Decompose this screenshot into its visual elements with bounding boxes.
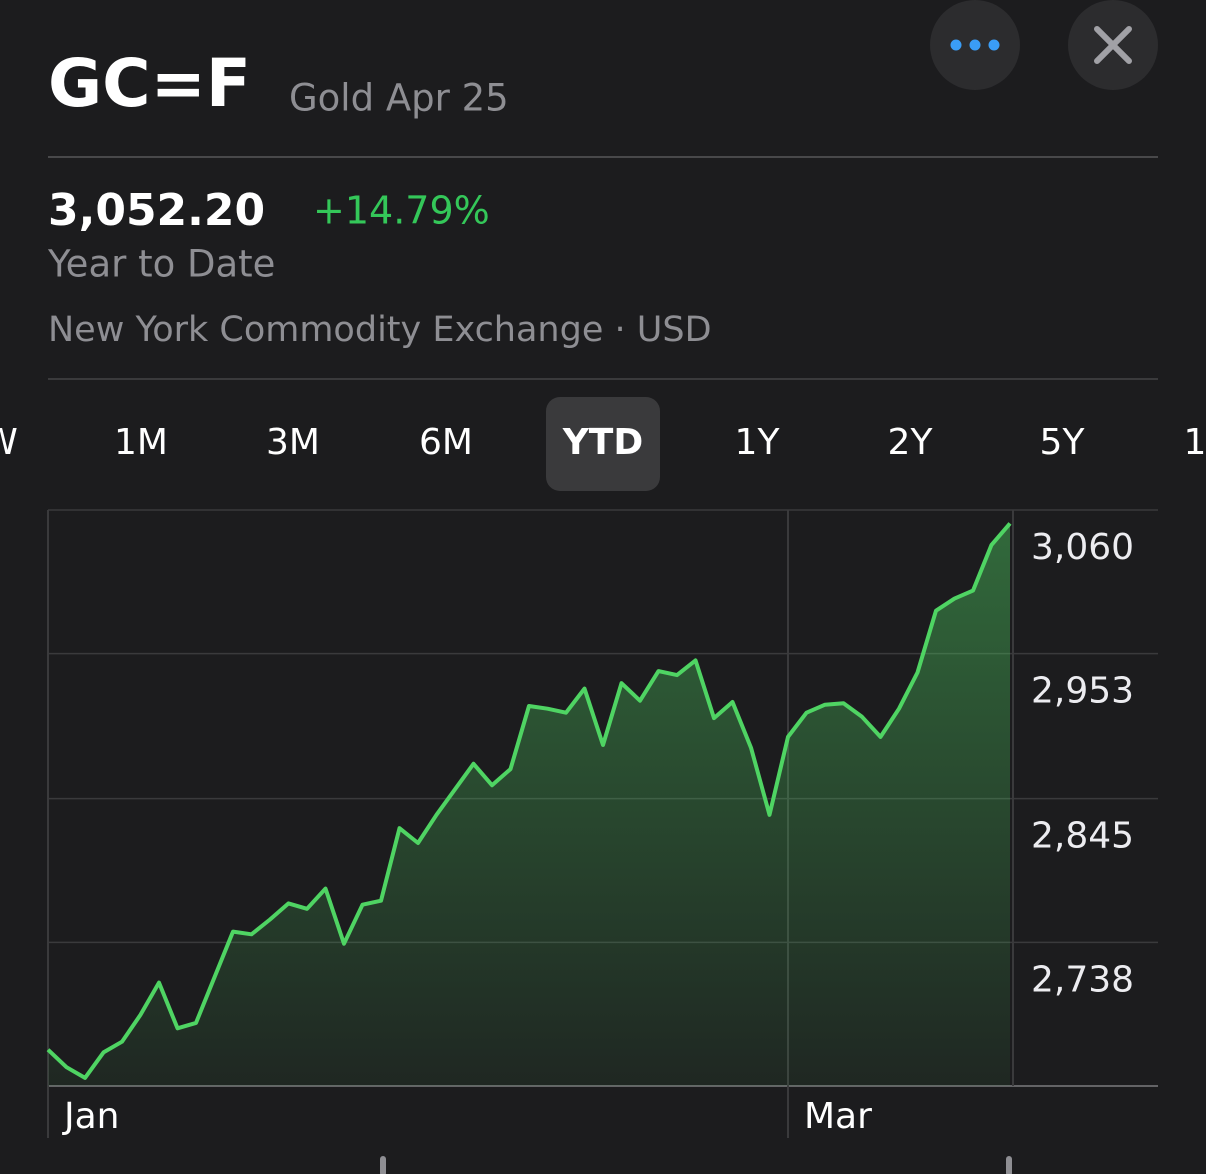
x-tick-label: Jan (62, 1096, 120, 1137)
scroll-handle (1006, 1156, 1012, 1174)
range-tab[interactable]: YTD (562, 422, 644, 463)
y-tick-label: 2,953 (1031, 671, 1134, 712)
y-tick-label: 3,060 (1031, 527, 1134, 568)
range-tabs: W 1M 3M 6M YTD 1Y 2Y 5Y 1 (0, 397, 1206, 491)
range-tab[interactable]: 1Y (735, 422, 781, 463)
range-tab[interactable]: W (0, 422, 18, 463)
price: 3,052.20 (48, 185, 265, 236)
close-button[interactable] (1068, 0, 1158, 90)
range-tab[interactable]: 2Y (888, 422, 934, 463)
x-tick-label: Mar (804, 1096, 872, 1137)
change: +14.79% (313, 189, 490, 233)
instrument-name: Gold Apr 25 (289, 77, 509, 120)
exchange: New York Commodity Exchange · USD (48, 310, 712, 350)
range-tab[interactable]: 6M (419, 422, 473, 463)
more-button[interactable] (930, 0, 1020, 90)
area (48, 523, 1010, 1086)
line (46, 522, 1012, 1080)
range-tab-selected-bg[interactable] (546, 397, 660, 491)
y-tick-label: 2,738 (1031, 959, 1134, 1000)
dot (969, 39, 981, 51)
range-tab[interactable]: 1 (1184, 422, 1206, 463)
chart: 3,060 2,953 2,845 2,738 Jan Mar (46, 509, 1158, 1138)
y-tick-label: 2,845 (1031, 816, 1134, 857)
scroll-handle (380, 1156, 386, 1174)
period: Year to Date (47, 243, 275, 286)
symbol: GC=F (48, 45, 251, 122)
range-tab[interactable]: 1M (114, 422, 168, 463)
dot (988, 39, 1000, 51)
dot (950, 39, 962, 51)
range-tab[interactable]: 5Y (1040, 422, 1086, 463)
close-icon (1094, 26, 1132, 64)
range-tab[interactable]: 3M (266, 422, 320, 463)
